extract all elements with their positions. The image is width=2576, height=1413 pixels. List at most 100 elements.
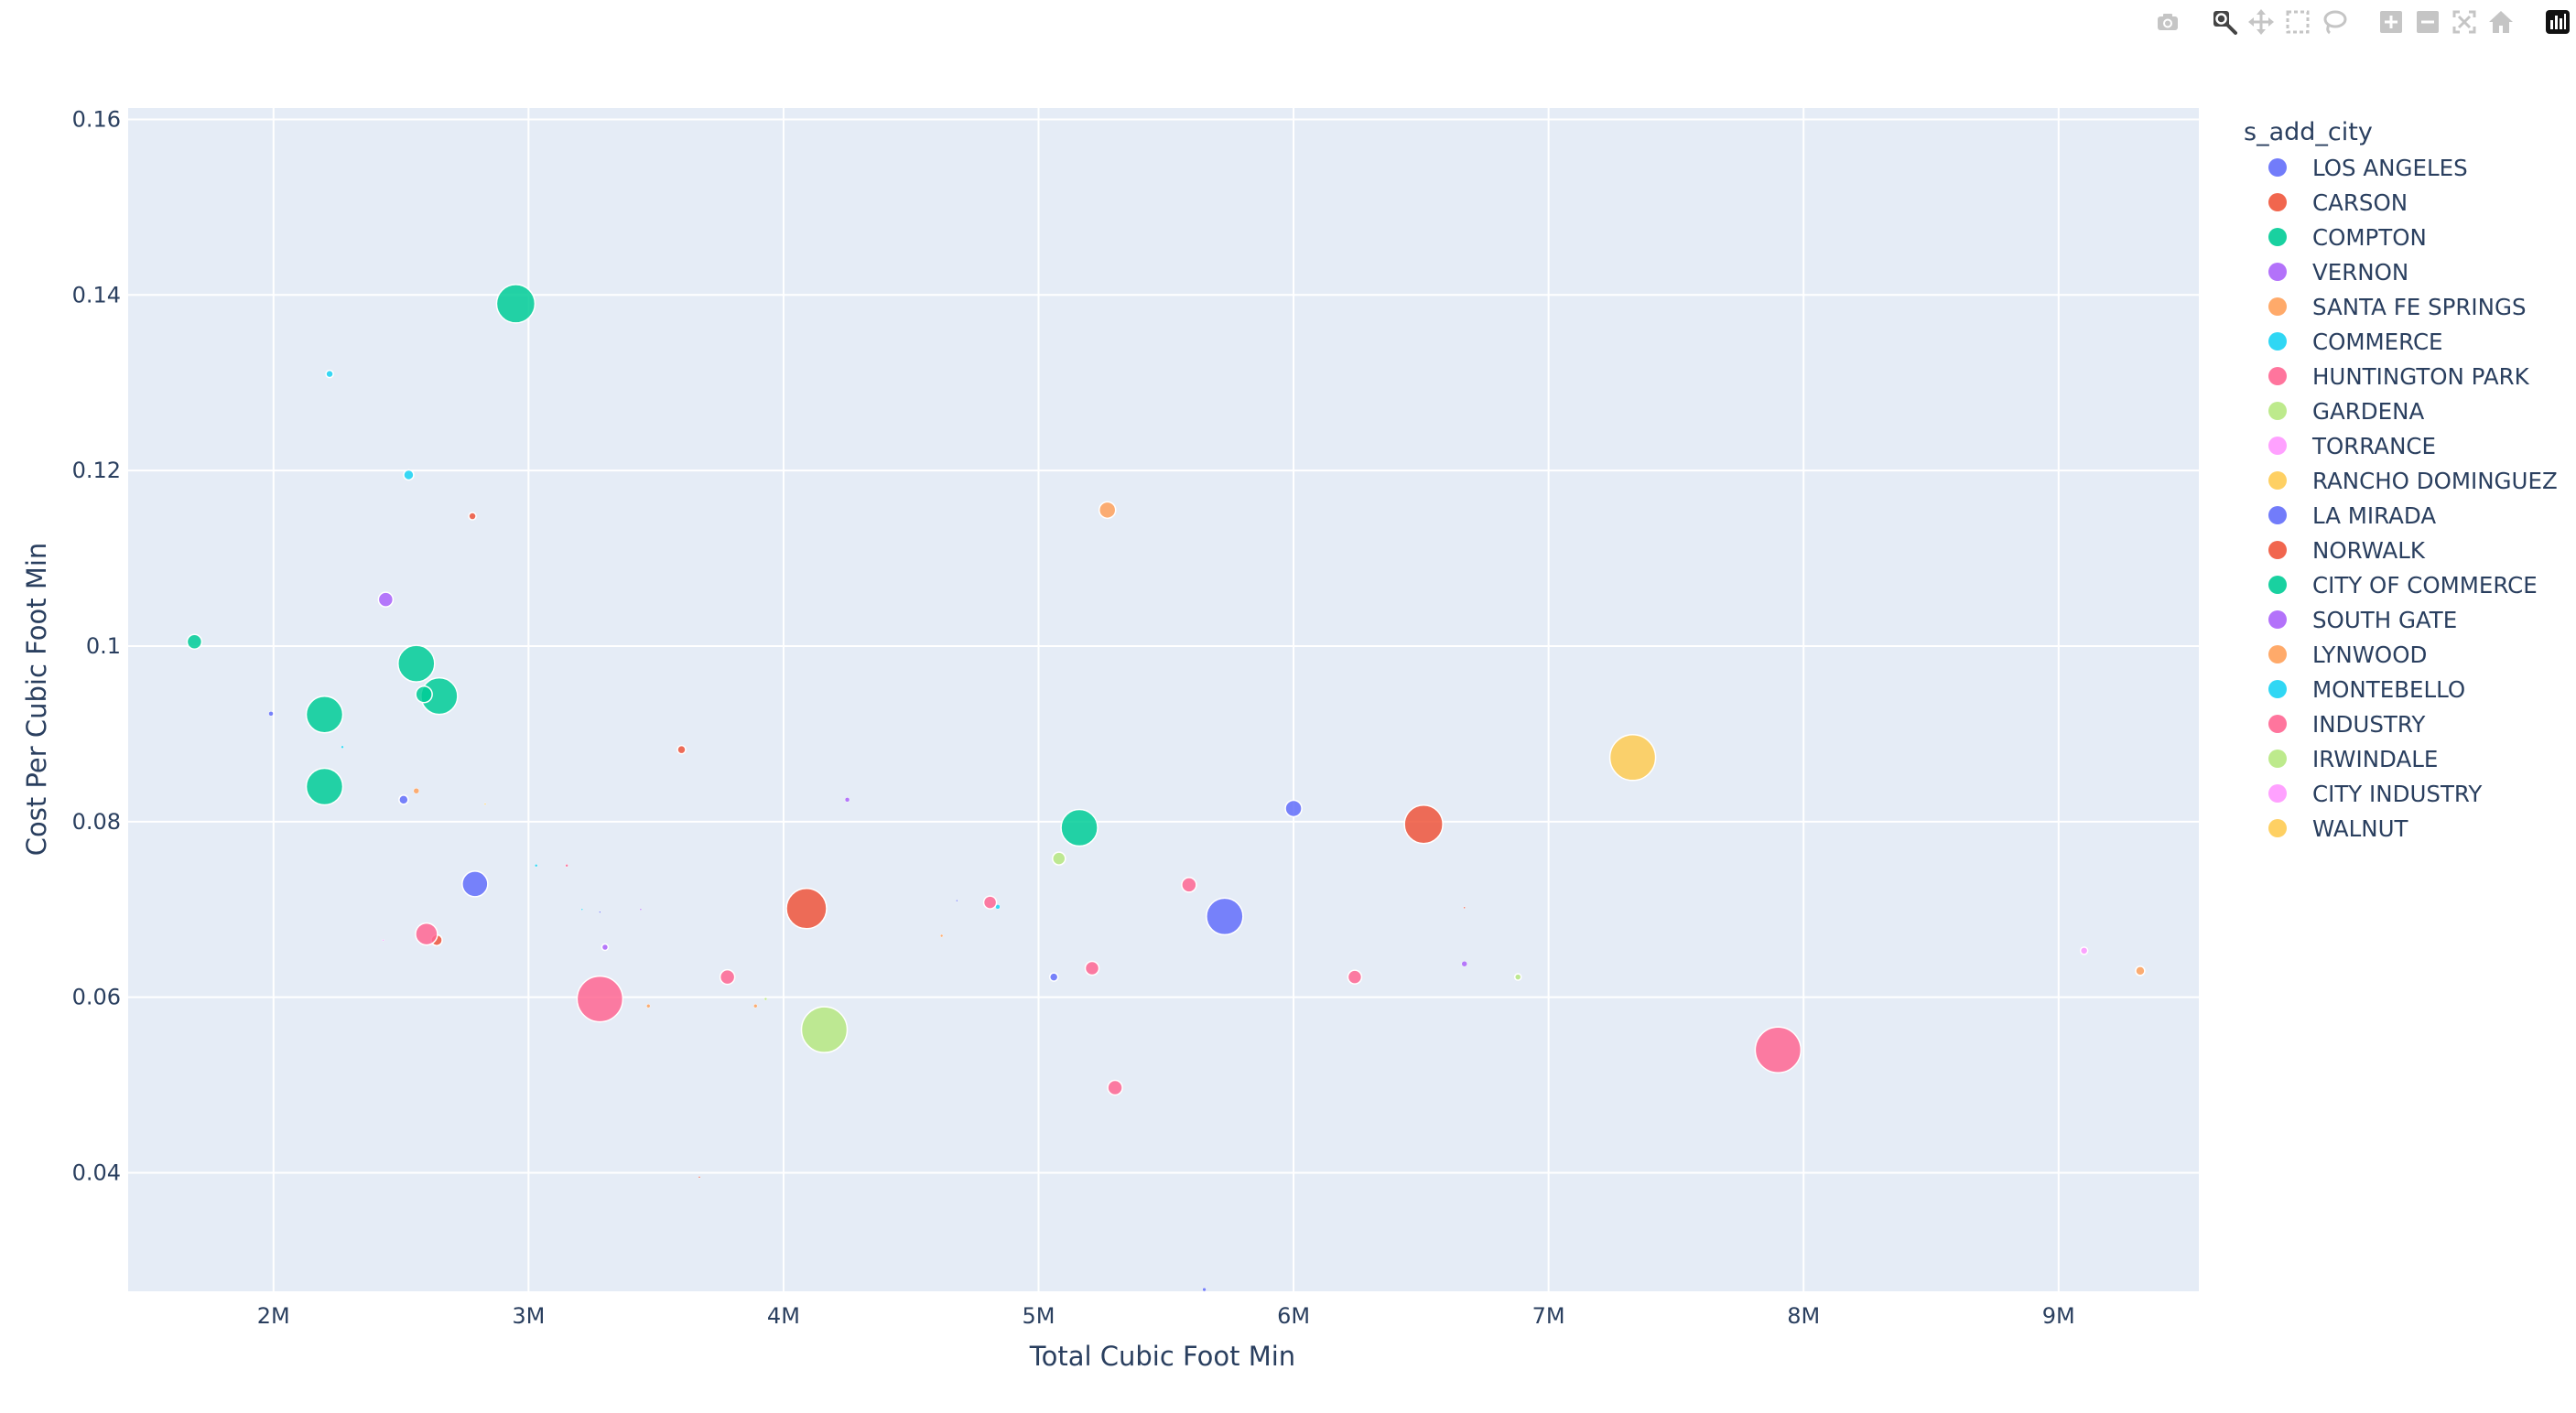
data-point[interactable] xyxy=(325,369,334,379)
legend-item[interactable]: CARSON xyxy=(2268,189,2408,216)
legend-item[interactable]: LOS ANGELES xyxy=(2268,155,2468,181)
data-point[interactable] xyxy=(580,908,584,911)
legend-item[interactable]: LA MIRADA xyxy=(2268,502,2436,529)
box-select-icon[interactable] xyxy=(2279,4,2316,40)
data-point[interactable] xyxy=(1181,877,1197,893)
legend-item[interactable]: GARDENA xyxy=(2268,398,2424,425)
data-point[interactable] xyxy=(341,745,344,750)
data-point[interactable] xyxy=(1048,972,1059,982)
data-point[interactable] xyxy=(2135,965,2146,976)
reset-axes-icon[interactable] xyxy=(2483,4,2519,40)
data-point[interactable] xyxy=(461,870,489,898)
data-point[interactable] xyxy=(785,888,828,930)
data-point[interactable] xyxy=(1608,734,1657,782)
data-point[interactable] xyxy=(398,794,409,805)
data-point[interactable] xyxy=(186,633,203,650)
x-tick-label: 6M xyxy=(1277,1303,1310,1329)
data-point[interactable] xyxy=(1098,501,1117,520)
data-point[interactable] xyxy=(403,469,415,481)
legend-marker xyxy=(2268,402,2287,420)
data-point[interactable] xyxy=(377,591,395,608)
legend-item[interactable]: IRWINDALE xyxy=(2268,746,2438,772)
data-point[interactable] xyxy=(534,864,538,868)
data-point[interactable] xyxy=(753,1004,758,1009)
data-point[interactable] xyxy=(646,1004,651,1009)
y-tick-label: 0.08 xyxy=(72,809,121,835)
legend-label: INDUSTRY xyxy=(2312,711,2426,738)
legend-item[interactable]: TORRANCE xyxy=(2268,433,2436,459)
data-point[interactable] xyxy=(1754,1026,1802,1073)
data-point[interactable] xyxy=(676,744,687,755)
data-point[interactable] xyxy=(576,975,624,1023)
data-point[interactable] xyxy=(413,788,420,794)
data-point[interactable] xyxy=(639,908,643,911)
data-point[interactable] xyxy=(844,797,850,803)
legend-label: TORRANCE xyxy=(2311,433,2436,459)
data-point[interactable] xyxy=(1202,1287,1207,1292)
x-tick-label: 4M xyxy=(767,1303,800,1329)
legend-label: CARSON xyxy=(2312,189,2408,216)
data-point[interactable] xyxy=(2079,946,2089,955)
plotly-logo-icon[interactable] xyxy=(2539,4,2576,40)
zoom-in-icon[interactable] xyxy=(2373,4,2409,40)
legend-label: VERNON xyxy=(2312,259,2408,286)
data-point[interactable] xyxy=(1403,804,1444,845)
data-point[interactable] xyxy=(956,899,958,902)
data-point[interactable] xyxy=(415,685,433,704)
plot-area[interactable] xyxy=(128,108,2199,1291)
data-point[interactable] xyxy=(1052,851,1066,866)
data-point[interactable] xyxy=(1284,799,1303,818)
zoom-icon[interactable] xyxy=(2206,4,2243,40)
data-point[interactable] xyxy=(599,911,601,913)
data-point[interactable] xyxy=(305,696,344,734)
data-point[interactable] xyxy=(415,922,438,946)
data-point[interactable] xyxy=(1206,897,1244,936)
pan-icon[interactable] xyxy=(2243,4,2279,40)
legend-item[interactable]: VERNON xyxy=(2268,259,2408,286)
data-point[interactable] xyxy=(763,997,768,1001)
legend-item[interactable]: RANCHO DOMINGUEZ xyxy=(2268,468,2558,494)
data-point[interactable] xyxy=(397,644,436,683)
data-point[interactable] xyxy=(565,864,568,868)
legend-item[interactable]: CITY INDUSTRY xyxy=(2268,781,2483,807)
data-point[interactable] xyxy=(800,1006,849,1053)
legend-item[interactable]: MONTEBELLO xyxy=(2268,676,2465,703)
data-point[interactable] xyxy=(1461,960,1467,967)
legend-item[interactable]: NORWALK xyxy=(2268,537,2426,564)
data-point[interactable] xyxy=(483,803,487,805)
data-point[interactable] xyxy=(382,939,384,942)
data-point[interactable] xyxy=(982,895,998,910)
data-point[interactable] xyxy=(1513,973,1522,981)
legend-item[interactable]: WALNUT xyxy=(2268,815,2409,842)
legend-item[interactable]: LYNWOOD xyxy=(2268,642,2427,668)
lasso-select-icon[interactable] xyxy=(2316,4,2353,40)
data-point[interactable] xyxy=(939,933,944,938)
autoscale-icon[interactable] xyxy=(2446,4,2483,40)
data-point[interactable] xyxy=(305,767,344,806)
legend-item[interactable]: SOUTH GATE xyxy=(2268,607,2457,633)
legend-item[interactable]: COMMERCE xyxy=(2268,329,2443,355)
data-point[interactable] xyxy=(719,968,736,986)
data-point[interactable] xyxy=(1084,960,1100,976)
data-point[interactable] xyxy=(1347,969,1363,985)
data-point[interactable] xyxy=(468,512,477,521)
data-point[interactable] xyxy=(268,711,274,717)
data-point[interactable] xyxy=(1060,808,1099,847)
data-point[interactable] xyxy=(1107,1079,1123,1096)
legend-item[interactable]: COMPTON xyxy=(2268,224,2427,251)
legend-item[interactable]: HUNTINGTON PARK xyxy=(2268,363,2530,390)
legend-item[interactable]: CITY OF COMMERCE xyxy=(2268,572,2538,599)
x-tick-label: 9M xyxy=(2042,1303,2075,1329)
legend-item[interactable]: INDUSTRY xyxy=(2268,711,2426,738)
legend-marker xyxy=(2268,715,2287,733)
legend-marker xyxy=(2268,297,2287,316)
data-point[interactable] xyxy=(495,284,536,324)
data-point[interactable] xyxy=(601,943,610,952)
camera-icon[interactable] xyxy=(2149,4,2186,40)
data-point[interactable] xyxy=(698,1176,701,1179)
data-point[interactable] xyxy=(1463,906,1466,910)
zoom-out-icon[interactable] xyxy=(2409,4,2446,40)
legend-item[interactable]: SANTA FE SPRINGS xyxy=(2268,294,2527,320)
legend-label: COMMERCE xyxy=(2312,329,2443,355)
